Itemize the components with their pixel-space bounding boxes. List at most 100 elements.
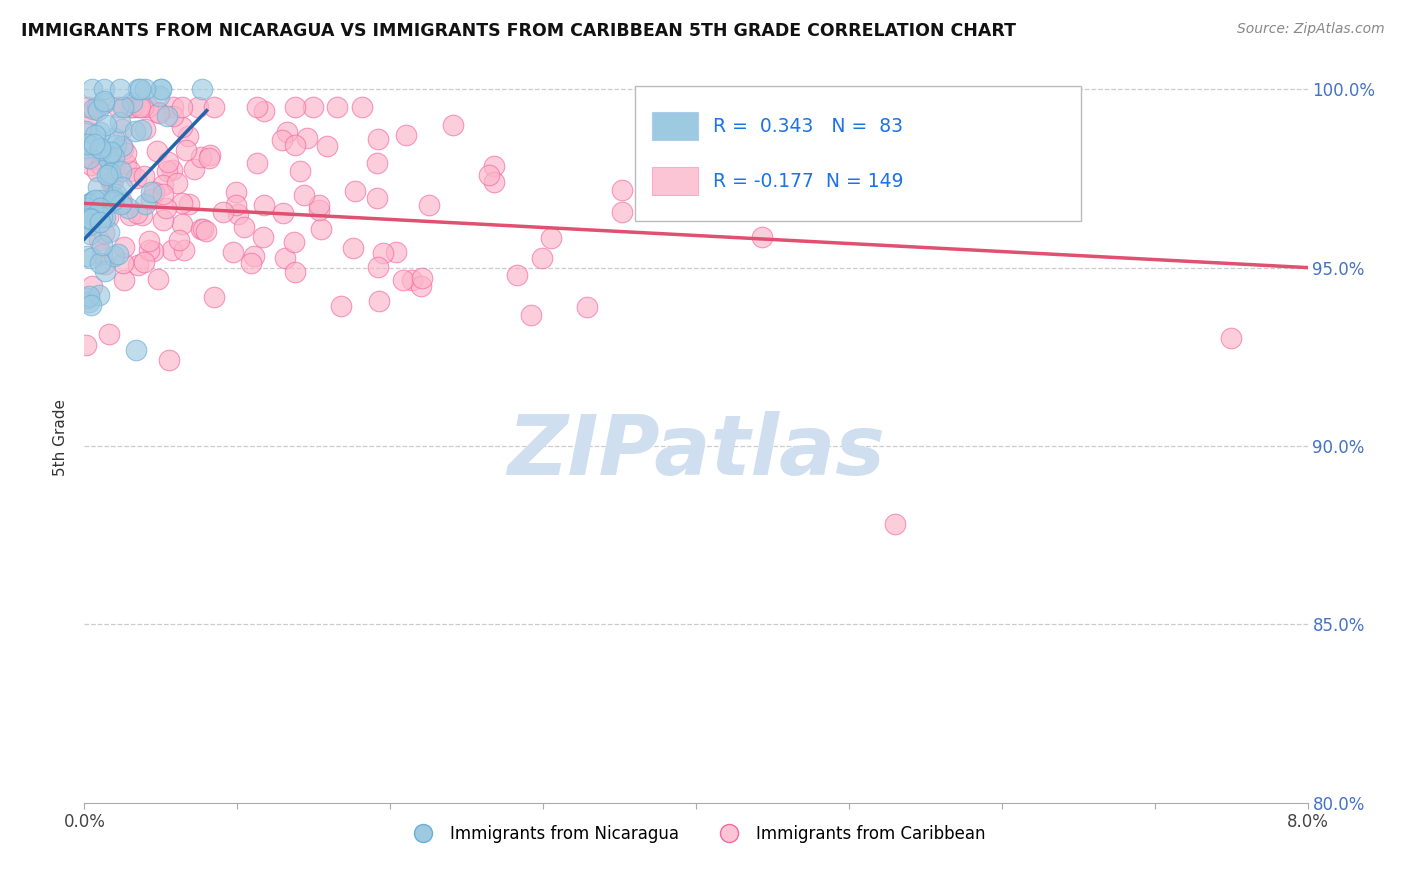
Point <box>90 238 112 252</box>
Point <box>89 194 111 208</box>
Point <box>156 164 179 178</box>
Point <box>411 279 433 293</box>
Point <box>173 243 195 257</box>
Text: Source: ZipAtlas.com: Source: ZipAtlas.com <box>1237 22 1385 37</box>
Point <box>150 82 173 96</box>
Point <box>104 187 127 202</box>
Text: R =  0.343   N =  83: R = 0.343 N = 83 <box>713 117 903 136</box>
Point <box>76 136 98 151</box>
Point <box>152 212 174 227</box>
Point <box>134 82 156 96</box>
Point <box>284 137 307 152</box>
Point <box>195 224 218 238</box>
Point <box>315 138 337 153</box>
Point <box>93 226 115 240</box>
Point <box>77 100 100 114</box>
Point <box>190 150 212 164</box>
Point <box>228 207 250 221</box>
Point <box>89 256 111 270</box>
Point <box>368 293 391 308</box>
Point <box>751 229 773 244</box>
Point <box>79 213 101 227</box>
Point <box>311 222 333 236</box>
Point <box>112 100 135 114</box>
Point <box>82 102 104 116</box>
Point <box>76 201 98 215</box>
Point <box>80 298 103 312</box>
Point <box>128 82 150 96</box>
Point <box>371 246 394 260</box>
Point <box>325 100 347 114</box>
Point <box>112 273 135 287</box>
Point <box>97 225 120 239</box>
Point <box>89 201 111 215</box>
Point <box>75 124 97 138</box>
Point <box>155 202 177 216</box>
Point <box>245 156 267 170</box>
Point <box>100 145 122 159</box>
Point <box>91 247 114 261</box>
Point <box>146 272 169 286</box>
Point <box>418 197 440 211</box>
Point <box>131 208 153 222</box>
Point <box>96 168 118 182</box>
Point <box>290 163 312 178</box>
Point <box>77 289 100 303</box>
FancyBboxPatch shape <box>636 86 1081 221</box>
Point <box>172 120 194 135</box>
Point <box>391 273 413 287</box>
Point <box>198 148 221 162</box>
Point <box>162 109 184 123</box>
Point <box>678 136 700 151</box>
Point <box>138 243 160 257</box>
Point <box>127 258 149 272</box>
Point <box>283 235 305 249</box>
Point <box>77 151 100 165</box>
Point <box>152 178 174 193</box>
Point <box>103 150 125 164</box>
Point <box>350 100 373 114</box>
Point <box>883 517 905 532</box>
Point <box>93 82 115 96</box>
Point <box>190 82 212 96</box>
Point <box>110 115 132 129</box>
Point <box>97 210 120 224</box>
Point <box>111 122 134 136</box>
Point <box>101 194 124 209</box>
Point <box>610 183 633 197</box>
Point <box>162 100 184 114</box>
Point <box>252 230 274 244</box>
Point <box>94 119 117 133</box>
Point <box>100 174 122 188</box>
Point <box>80 252 103 266</box>
Point <box>148 105 170 120</box>
Point <box>111 142 134 156</box>
Point <box>86 163 108 178</box>
Point <box>129 122 152 136</box>
Text: IMMIGRANTS FROM NICARAGUA VS IMMIGRANTS FROM CARIBBEAN 5TH GRADE CORRELATION CHA: IMMIGRANTS FROM NICARAGUA VS IMMIGRANTS … <box>21 22 1017 40</box>
Point <box>177 129 200 144</box>
Point <box>478 169 501 183</box>
Point <box>284 265 307 279</box>
Point <box>86 100 108 114</box>
Point <box>401 273 423 287</box>
Point <box>330 299 353 313</box>
Point <box>125 205 148 219</box>
Point <box>114 156 136 170</box>
Point <box>138 234 160 248</box>
Point <box>366 156 388 170</box>
Point <box>90 143 112 157</box>
Point <box>222 244 245 259</box>
Point <box>93 95 115 109</box>
Point <box>531 252 554 266</box>
Point <box>441 118 464 132</box>
Text: R = -0.177  N = 149: R = -0.177 N = 149 <box>713 171 904 191</box>
Point <box>540 231 562 245</box>
Point <box>121 100 143 114</box>
Point <box>80 279 103 293</box>
Point <box>148 88 170 103</box>
Point <box>170 100 193 114</box>
Point <box>243 248 266 262</box>
FancyBboxPatch shape <box>652 167 699 195</box>
Point <box>103 189 125 203</box>
